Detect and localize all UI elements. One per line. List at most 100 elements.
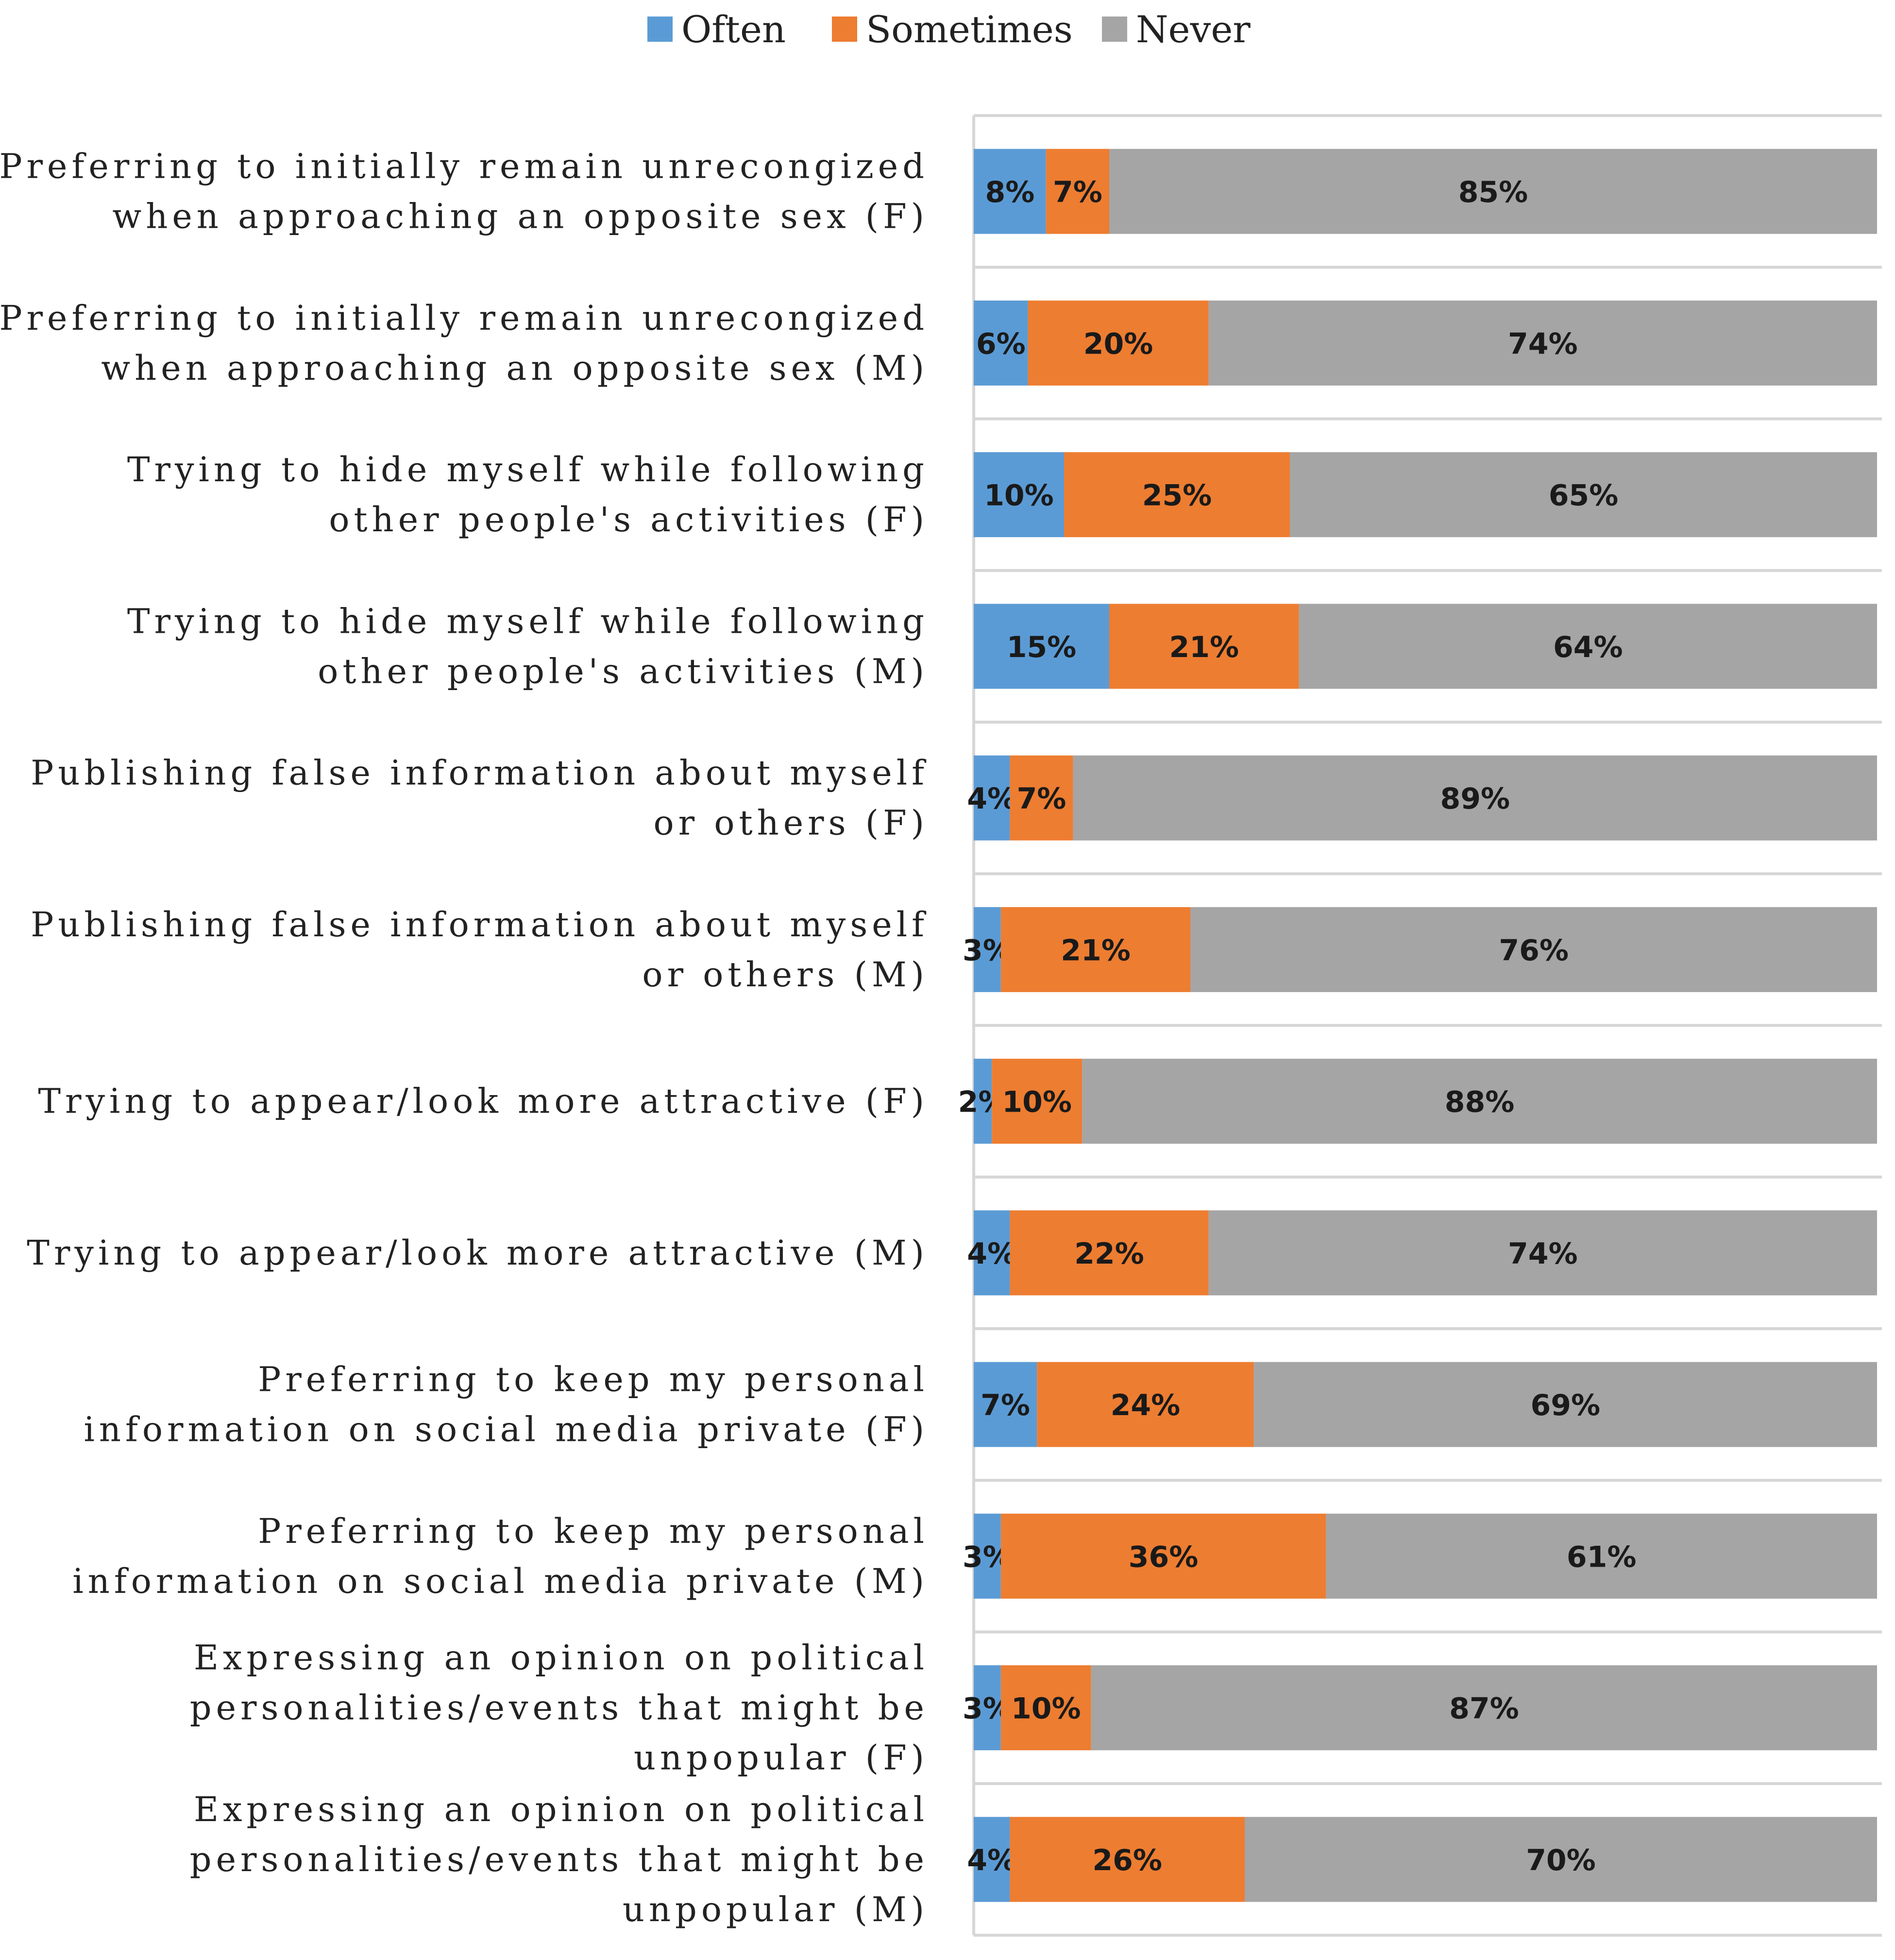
category-label-line: Preferring to keep my personal [258, 1511, 929, 1551]
category-label: Preferring to keep my personal informatio… [84, 1360, 929, 1450]
data-label-sometimes: 10% [1002, 1085, 1072, 1119]
bar-segment-sometimes [1037, 1362, 1254, 1447]
bar-segment-sometimes [1000, 1665, 1091, 1751]
bar-segment-sometimes [1000, 907, 1191, 992]
data-label-often: 7% [981, 1388, 1030, 1422]
bar-segment-often [974, 149, 1046, 234]
data-label-often: 10% [984, 479, 1054, 513]
bar-segment-sometimes [1010, 1817, 1245, 1902]
data-label-sometimes: 22% [1074, 1237, 1144, 1271]
legend-swatch-sometimes [832, 17, 857, 42]
category-label-line: unpopular (F) [634, 1738, 929, 1778]
data-label-often: 4% [967, 782, 1016, 816]
data-label-never: 88% [1445, 1085, 1515, 1119]
bar-segment-sometimes [1109, 604, 1299, 689]
legend-item-never: Never [1102, 8, 1251, 51]
bar-segment-often [974, 1665, 1001, 1751]
bar-segment-never [1190, 907, 1877, 992]
data-label-sometimes: 7% [1053, 175, 1102, 209]
bar-segment-often [974, 1210, 1010, 1296]
legend-swatch-never [1102, 17, 1127, 42]
category-label: Preferring to keep my personal informatio… [72, 1511, 929, 1601]
legend-label-sometimes: Sometimes [866, 8, 1073, 51]
data-label-sometimes: 36% [1129, 1540, 1199, 1574]
data-label-never: 87% [1449, 1692, 1519, 1726]
data-label-sometimes: 7% [1017, 782, 1066, 816]
category-labels: Preferring to initially remain unrecongi… [0, 147, 929, 1929]
bar-segment-never [1208, 300, 1877, 386]
category-label-line: information on social media private (M) [72, 1561, 929, 1601]
category-label-line: Expressing an opinion on political [194, 1638, 929, 1678]
bar-segment-often [974, 604, 1109, 689]
bar-segment-never [1290, 452, 1877, 538]
data-label-sometimes: 10% [1011, 1692, 1081, 1726]
data-label-sometimes: 20% [1083, 327, 1153, 361]
category-label-line: personalities/events that might be [190, 1840, 929, 1879]
data-label-never: 69% [1530, 1388, 1600, 1422]
data-label-never: 61% [1567, 1540, 1637, 1574]
bar-segment-sometimes [1046, 149, 1109, 234]
bar-segment-often [974, 452, 1064, 538]
category-label: Expressing an opinion on political person… [190, 1638, 929, 1778]
category-label: Trying to hide myself while following oth… [127, 601, 929, 691]
category-label: Publishing false information about mysel… [31, 905, 929, 995]
bar-segment-often [974, 1362, 1037, 1447]
category-label-line: Trying to hide myself while following [127, 450, 929, 490]
category-label-line: Publishing false information about mysel… [31, 905, 929, 945]
data-label-often: 15% [1007, 630, 1077, 664]
data-label-never: 65% [1549, 479, 1619, 513]
bar-segment-sometimes [1064, 452, 1290, 538]
data-label-often: 4% [967, 1843, 1016, 1877]
legend: Often Sometimes Never [647, 8, 1251, 51]
data-label-often: 8% [985, 175, 1034, 209]
bar-segment-often [974, 755, 1010, 841]
data-label-never: 85% [1458, 175, 1528, 209]
data-label-never: 76% [1499, 933, 1569, 967]
data-label-sometimes: 25% [1142, 479, 1212, 513]
legend-label-often: Often [681, 8, 786, 51]
data-label-sometimes: 21% [1061, 933, 1131, 967]
category-label-line: Preferring to keep my personal [258, 1360, 929, 1400]
category-label-line: when approaching an opposite sex (F) [112, 197, 929, 237]
data-label-often: 6% [976, 327, 1026, 361]
category-label-line: unpopular (M) [623, 1890, 929, 1929]
data-label-never: 64% [1553, 630, 1623, 664]
category-label-line: Preferring to initially remain unrecongi… [0, 147, 929, 186]
category-label-line: Trying to appear/look more attractive (M… [27, 1233, 929, 1273]
bar-segment-sometimes [1028, 300, 1209, 386]
data-label-never: 70% [1526, 1843, 1596, 1877]
category-label-line: Publishing false information about mysel… [31, 753, 929, 793]
data-label-sometimes: 21% [1169, 630, 1239, 664]
category-label: Preferring to initially remain unrecongi… [0, 147, 929, 237]
category-label: Preferring to initially remain unrecongi… [0, 298, 929, 388]
category-label: Trying to appear/look more attractive (M… [27, 1233, 929, 1273]
category-label: Publishing false information about mysel… [31, 753, 929, 843]
data-label-never: 89% [1440, 782, 1510, 816]
bar-segment-never [1082, 1059, 1877, 1144]
category-label-line: information on social media private (F) [84, 1410, 929, 1450]
category-label-line: when approaching an opposite sex (M) [101, 348, 929, 388]
bar-segment-sometimes [1010, 1210, 1209, 1296]
bar-segment-never [1299, 604, 1877, 689]
bar-segment-often [974, 907, 1001, 992]
data-label-sometimes: 26% [1092, 1843, 1162, 1877]
bar-segment-never [1091, 1665, 1877, 1751]
category-gridlines [972, 114, 1882, 1937]
bar-segment-often [974, 300, 1028, 386]
bar-segment-sometimes [1010, 755, 1073, 841]
category-label: Expressing an opinion on political person… [190, 1790, 929, 1929]
bar-segment-sometimes [992, 1059, 1083, 1144]
category-label-line: other people's activities (M) [318, 651, 929, 691]
bars: 8% 7% 85%6% 20% 74%10% 25% 65%15% 21% 64%4% 7% 89%… [958, 149, 1877, 1902]
bar-segment-never [1253, 1362, 1877, 1447]
category-label-line: Preferring to initially remain unrecongi… [0, 298, 929, 338]
bar-segment-never [1245, 1817, 1877, 1902]
category-label-line: Trying to hide myself while following [127, 601, 929, 641]
category-label: Trying to appear/look more attractive (F… [38, 1081, 929, 1121]
legend-item-often: Often [647, 8, 786, 51]
category-label-line: Expressing an opinion on political [194, 1790, 929, 1829]
data-label-sometimes: 24% [1111, 1388, 1181, 1422]
data-label-never: 74% [1508, 1237, 1578, 1271]
category-label-line: other people's activities (F) [329, 500, 929, 540]
